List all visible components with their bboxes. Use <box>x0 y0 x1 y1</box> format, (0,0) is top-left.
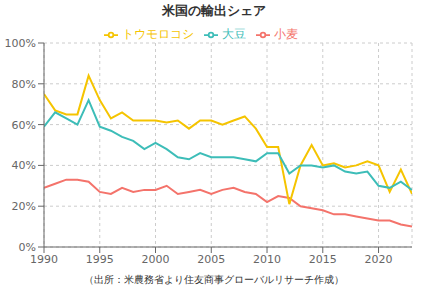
svg-text:1995: 1995 <box>86 253 114 266</box>
html-text:トウモロコシ: トウモロコシ <box>122 27 194 41</box>
svg-text:2000: 2000 <box>142 253 170 266</box>
svg-text:2005: 2005 <box>197 253 225 266</box>
svg-text:2010: 2010 <box>253 253 281 266</box>
html-text:（出所：米農務省より住友商事グローバルリサーチ作成）: （出所：米農務省より住友商事グローバルリサーチ作成） <box>84 274 344 285</box>
svg-text:60%: 60% <box>12 119 36 132</box>
svg-text:1990: 1990 <box>30 253 58 266</box>
html-text:米国の輸出シェア: 米国の輸出シェア <box>162 3 266 18</box>
svg-text:0%: 0% <box>19 241 36 254</box>
svg-text:20%: 20% <box>12 200 36 213</box>
svg-text:40%: 40% <box>12 159 36 172</box>
svg-text:80%: 80% <box>12 78 36 91</box>
html-text:小麦: 小麦 <box>274 27 298 41</box>
svg-text:100%: 100% <box>8 37 36 50</box>
html-text:大豆: 大豆 <box>222 27 246 41</box>
svg-text:2015: 2015 <box>309 253 337 266</box>
svg-text:2020: 2020 <box>365 253 393 266</box>
